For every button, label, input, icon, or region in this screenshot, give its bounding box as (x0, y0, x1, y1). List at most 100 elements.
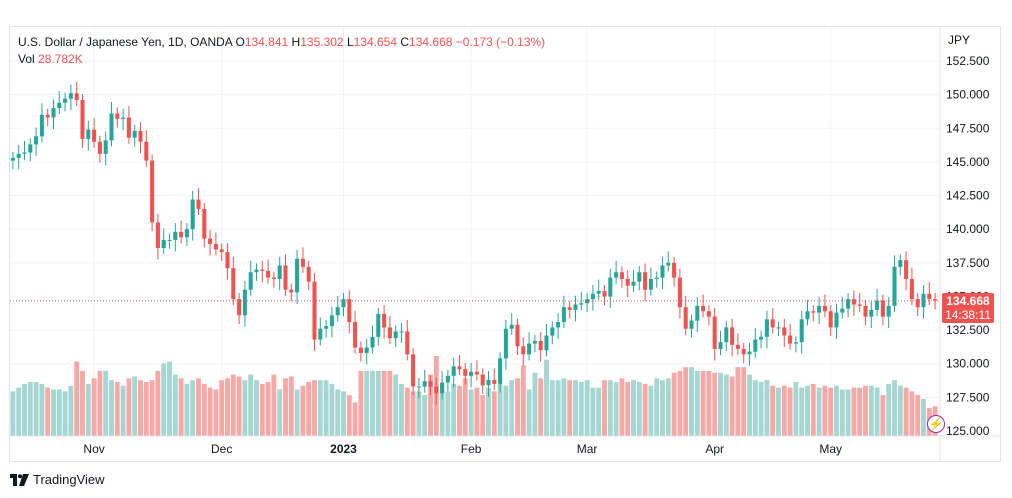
open-value: 134.841 (244, 35, 289, 49)
volume-bar (358, 370, 364, 436)
price-tick-label: 145.000 (946, 155, 990, 169)
chart-frame (9, 26, 1001, 462)
change-value: −0.173 (−0.13%) (455, 35, 546, 49)
candle-body (86, 129, 91, 140)
volume-bar (642, 383, 648, 436)
volume-bar (625, 382, 631, 436)
candle-body (788, 335, 793, 344)
currency-label[interactable]: JPY (948, 33, 971, 47)
candle-body (608, 277, 613, 297)
volume-bar (915, 395, 921, 436)
candle-body (370, 336, 375, 348)
time-axis[interactable]: Nov Dec 2023 Feb Mar Apr May (83, 442, 842, 456)
candle-body (341, 299, 346, 308)
candle-body (834, 312, 839, 328)
volume-bar (497, 383, 503, 436)
candle-body (295, 258, 300, 293)
candle-body (393, 331, 398, 339)
volume-bar (689, 367, 694, 436)
candle-body (411, 354, 416, 387)
volume-bar (399, 383, 404, 436)
volume-bar (288, 376, 294, 436)
volume-bar (752, 380, 758, 436)
lightning-icon[interactable]: ⚡ (927, 415, 945, 433)
volume-bar (364, 370, 370, 436)
time-tick-label: May (819, 442, 842, 456)
candle-body (329, 315, 334, 327)
candle-body (875, 300, 880, 310)
last-price-badge: 134.668 14:38:11 (942, 293, 994, 323)
volume-bar (346, 395, 352, 436)
brand-footer[interactable]: TradingView (10, 472, 105, 487)
volume-bar (654, 378, 660, 436)
volume-bar (225, 378, 230, 436)
volume-bar (549, 380, 555, 436)
candle-body (532, 340, 537, 344)
candle-body (440, 382, 445, 394)
volume-bar (590, 387, 596, 436)
candle-body (16, 153, 21, 158)
candle-body (196, 199, 201, 209)
candle-body (672, 262, 677, 278)
candle-body (718, 342, 723, 349)
candle-body (596, 291, 601, 294)
volume-bar (445, 391, 451, 436)
candle-body (921, 293, 926, 308)
time-tick-label: Nov (83, 442, 104, 456)
volume-bar (480, 395, 486, 436)
volume-bar (880, 395, 886, 436)
candle-body (863, 305, 868, 317)
candle-body (161, 239, 166, 249)
volume-bar (561, 378, 567, 436)
candle-body (63, 98, 68, 103)
candle-body (28, 144, 33, 153)
volume-bar (770, 385, 776, 436)
volume-bar (764, 380, 770, 436)
volume-bar (781, 385, 787, 436)
volume-bar (219, 380, 225, 436)
price-tick-label: 132.500 (946, 323, 990, 337)
price-tick-label: 150.000 (946, 88, 990, 102)
volume-bar (613, 382, 619, 436)
volume-bar (254, 380, 259, 436)
symbol-name[interactable]: U.S. Dollar / Japanese Yen, 1D, OANDA (18, 35, 233, 49)
volume-bar (897, 385, 903, 436)
candle-body (666, 262, 671, 266)
volume-bar (201, 383, 207, 436)
candle-body (167, 239, 172, 241)
volume-bar (242, 380, 248, 436)
volume-bar (602, 380, 607, 436)
candle-body (498, 358, 503, 384)
price-axis[interactable]: 152.500 150.000 147.500 145.000 142.500 140.0… (946, 54, 990, 438)
candle-body (242, 289, 247, 316)
volume-bar (161, 363, 167, 436)
volume-bar (404, 387, 410, 436)
candle-body (486, 379, 491, 386)
candle-body (45, 114, 50, 118)
candle-body (648, 278, 653, 290)
candle-body (57, 102, 62, 109)
volume-bar (544, 359, 549, 436)
volume-bar (491, 391, 497, 436)
candle-body (132, 130, 137, 138)
volume-bar (207, 387, 213, 436)
volume-bar (526, 389, 532, 436)
volume-bar (103, 370, 109, 436)
volume-bar (370, 370, 375, 436)
volume-bar (91, 378, 97, 436)
candle-body (208, 238, 213, 244)
volume-bar (213, 389, 219, 436)
candle-body (422, 381, 427, 387)
candle-body (150, 160, 155, 223)
candle-body (898, 260, 903, 267)
volume-bar (596, 387, 602, 436)
volume-bar (706, 370, 712, 436)
candle-body (103, 140, 108, 154)
high-label: H (291, 35, 301, 49)
candle-body (138, 130, 143, 142)
volume-bar (317, 380, 323, 436)
time-tick-label: 2023 (330, 442, 357, 456)
candle-body (213, 243, 218, 250)
candle-body (915, 299, 920, 308)
